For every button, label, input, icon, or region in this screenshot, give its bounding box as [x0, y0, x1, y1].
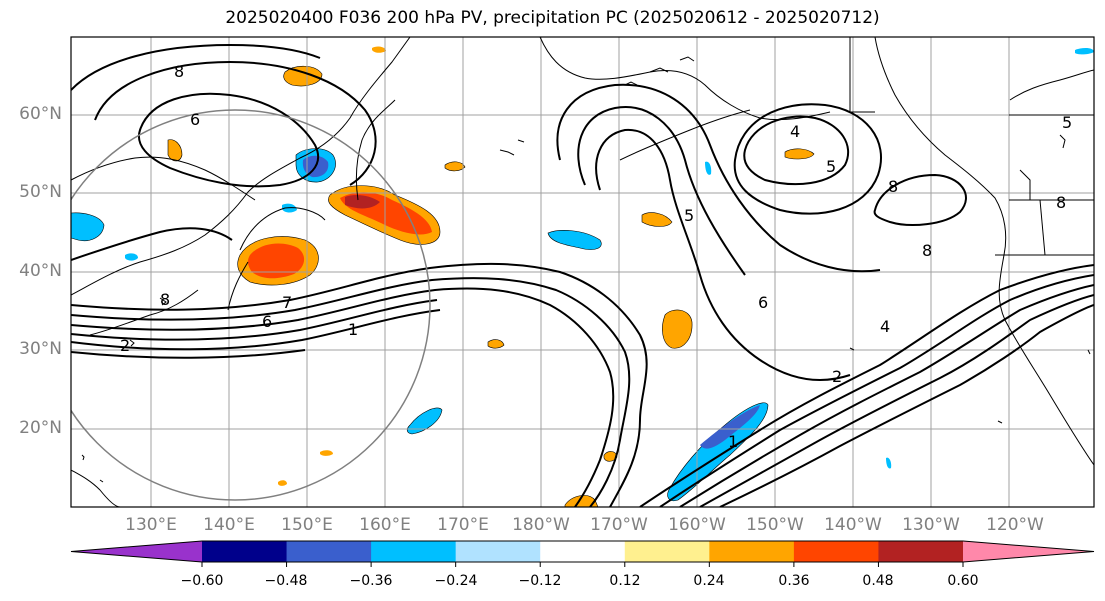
lon-label: 160°E: [359, 515, 411, 535]
contour-label: 1: [348, 320, 358, 339]
lon-label: 130°W: [902, 515, 960, 535]
precip-positive-area: [662, 309, 693, 349]
map-title: 2025020400 F036 200 hPa PV, precipitatio…: [225, 8, 880, 28]
precip-positive-area: [167, 139, 183, 162]
precip-positive-area: [320, 450, 333, 456]
contour-label: 6: [262, 312, 272, 331]
colorbar-extend-high: [963, 541, 1094, 562]
precip-shading: [71, 46, 1094, 507]
precip-positive-area: [247, 243, 305, 279]
colorbar-segment: [709, 541, 795, 562]
gridlines: [71, 37, 1094, 507]
colorbar-segment: [624, 541, 710, 562]
contour-label: 2: [120, 336, 130, 355]
precip-positive-area: [641, 212, 673, 227]
contour-label: 2: [832, 367, 842, 386]
precip-negative-area: [71, 212, 105, 242]
colorbar-tick-label: −0.36: [349, 573, 393, 589]
colorbar-extend-low: [71, 541, 202, 562]
lon-label: 120°W: [986, 515, 1044, 535]
precip-negative-area: [705, 161, 712, 175]
colorbar-segment: [793, 541, 879, 562]
precip-negative-area: [886, 457, 892, 469]
colorbar-tick-label: −0.12: [518, 573, 562, 589]
precip-negative-area: [1075, 47, 1094, 55]
contour-label: 4: [880, 317, 890, 336]
precip-negative-area: [406, 407, 443, 435]
precip-positive-area: [444, 161, 466, 172]
contour-label: 6: [190, 110, 200, 129]
colorbar-segment: [455, 541, 541, 562]
lon-label: 130°E: [125, 515, 177, 535]
precip-positive-area: [487, 339, 505, 349]
lat-label: 20°N: [19, 418, 62, 438]
contour-label: 4: [790, 122, 800, 141]
precip-positive-area: [372, 46, 386, 53]
lon-label: 170°E: [437, 515, 489, 535]
colorbar-tick-label: −0.24: [434, 573, 478, 589]
coastlines: [71, 37, 1094, 507]
lat-label: 50°N: [19, 182, 62, 202]
contour-label: 8: [1056, 193, 1066, 212]
contour-label: 1: [728, 432, 738, 451]
lon-label: 140°W: [824, 515, 882, 535]
precip-negative-area: [667, 402, 769, 501]
precip-negative-area: [700, 405, 760, 449]
colorbar-tick-label: −0.60: [180, 573, 224, 589]
contour-label: 6: [758, 293, 768, 312]
region-circle: [71, 109, 431, 501]
contour-label: 8: [888, 177, 898, 196]
lat-label: 40°N: [19, 261, 62, 281]
lon-label: 170°W: [590, 515, 648, 535]
contour-label: 5: [684, 206, 694, 225]
colorbar-segment: [202, 541, 288, 562]
lon-label: 160°W: [668, 515, 726, 535]
colorbar-tick-label: 0.24: [693, 573, 725, 589]
contour-label: 5: [826, 157, 836, 176]
lon-label: 180°W: [512, 515, 570, 535]
colorbar-segment: [878, 541, 964, 562]
precip-positive-area: [564, 495, 599, 507]
contour-label: 8: [174, 62, 184, 81]
colorbar-segment: [540, 541, 626, 562]
precip-positive-area: [283, 65, 323, 87]
colorbar-tick-label: 0.36: [778, 573, 810, 589]
colorbar-tick-label: 0.60: [947, 573, 979, 589]
contour-label: 5: [1062, 113, 1072, 132]
precip-negative-area: [125, 253, 138, 261]
lon-label: 140°E: [203, 515, 255, 535]
precip-positive-area: [278, 480, 287, 486]
contour-label: 7: [282, 293, 292, 312]
lat-label: 60°N: [19, 104, 62, 124]
colorbar-segment: [371, 541, 457, 562]
precip-positive-area: [784, 148, 815, 160]
map-frame: [70, 36, 1095, 508]
colorbar-tick-label: −0.48: [264, 573, 308, 589]
colorbar-tick-label: 0.12: [609, 573, 641, 589]
contour-labels: 8 6 8 7 6 2 1 4 5 5 8 8 6 2 1 4 8 5: [120, 62, 1072, 451]
colorbar: [70, 540, 1095, 567]
islands: [81, 56, 1091, 483]
colorbar-tick-label: 0.48: [862, 573, 894, 589]
precip-negative-area: [547, 230, 602, 250]
lon-label: 150°W: [746, 515, 804, 535]
colorbar-segment: [286, 541, 372, 562]
precip-positive-area: [345, 194, 380, 209]
contour-label: 8: [160, 290, 170, 309]
pv-contours: [71, 43, 1094, 507]
lat-label: 30°N: [19, 339, 62, 359]
lon-label: 150°E: [281, 515, 333, 535]
contour-label: 8: [922, 241, 932, 260]
